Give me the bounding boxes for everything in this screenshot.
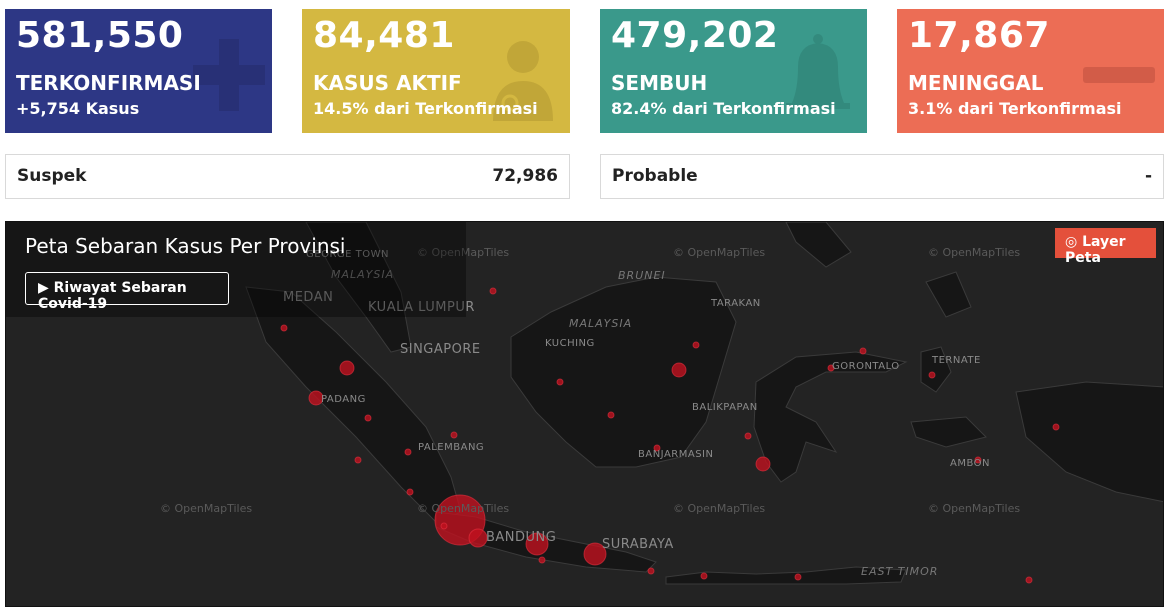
case-marker[interactable] [928, 371, 936, 379]
probable-label: Probable [612, 166, 698, 186]
active-percent: 14.5% dari Terkonfirmasi [313, 99, 538, 118]
case-marker[interactable] [450, 431, 458, 439]
active-label: KASUS AKTIF [313, 71, 462, 95]
city-kuala-lumpur: KUALA LUMPUR [368, 300, 475, 315]
map-attribution: © OpenMapTiles [160, 502, 253, 515]
case-marker[interactable] [404, 448, 412, 456]
map-attribution: © OpenMapTiles [673, 502, 766, 515]
minus-icon [1083, 65, 1155, 89]
province-map[interactable]: GEORGE TOWN MALAYSIA MEDAN KUALA LUMPUR … [5, 221, 1164, 607]
case-marker[interactable] [653, 444, 661, 452]
suspek-value: 72,986 [492, 166, 558, 186]
play-icon: ▶ [38, 280, 49, 296]
map-attribution: © OpenMapTiles [417, 502, 510, 515]
death-count: 17,867 [908, 15, 1050, 56]
case-marker[interactable] [671, 362, 687, 378]
case-marker[interactable] [755, 456, 771, 472]
city-gorontalo: GORONTALO [832, 361, 900, 372]
case-marker[interactable] [354, 456, 362, 464]
case-marker[interactable] [583, 542, 607, 566]
map-attribution: © OpenMapTiles [928, 502, 1021, 515]
map-canvas[interactable] [6, 222, 1164, 607]
map-title: Peta Sebaran Kasus Per Provinsi [25, 234, 346, 258]
case-marker[interactable] [744, 432, 752, 440]
city-kuching: KUCHING [545, 338, 595, 349]
country-malaysia-east: MALAYSIA [569, 317, 633, 330]
city-george-town: GEORGE TOWN [306, 249, 389, 260]
country-east-timor: EAST TIMOR [861, 565, 939, 578]
card-terkonfirmasi: 581,550 TERKONFIRMASI +5,754 Kasus [5, 9, 272, 133]
card-kasus-aktif: 84,481 KASUS AKTIF 14.5% dari Terkonfirm… [302, 9, 570, 133]
layer-button[interactable]: ◎ Layer Peta [1055, 228, 1156, 266]
case-marker[interactable] [406, 488, 414, 496]
case-marker[interactable] [974, 456, 982, 464]
case-marker[interactable] [556, 378, 564, 386]
probable-row: Probable - [600, 154, 1164, 199]
city-tarakan: TARAKAN [711, 298, 761, 309]
city-bandung: BANDUNG [486, 530, 557, 545]
confirmed-label: TERKONFIRMASI [16, 71, 201, 95]
confirmed-count: 581,550 [16, 15, 184, 56]
case-marker[interactable] [525, 532, 549, 556]
case-marker[interactable] [692, 341, 700, 349]
death-label: MENINGGAL [908, 71, 1044, 95]
case-marker[interactable] [468, 528, 488, 548]
case-marker[interactable] [1052, 423, 1060, 431]
case-marker[interactable] [440, 522, 448, 530]
suspek-row: Suspek 72,986 [5, 154, 570, 199]
city-surabaya: SURABAYA [602, 537, 674, 552]
case-marker[interactable] [794, 573, 802, 581]
recovered-count: 479,202 [611, 15, 779, 56]
city-medan: MEDAN [283, 290, 334, 305]
case-marker[interactable] [364, 414, 372, 422]
confirmed-delta: +5,754 Kasus [16, 99, 140, 118]
city-singapore: SINGAPORE [400, 342, 481, 357]
map-header-overlay [6, 222, 466, 317]
case-marker[interactable] [339, 360, 355, 376]
city-ternate: TERNATE [932, 355, 981, 366]
card-meninggal: 17,867 MENINGGAL 3.1% dari Terkonfirmasi [897, 9, 1164, 133]
probable-value: - [1144, 166, 1152, 186]
recovered-percent: 82.4% dari Terkonfirmasi [611, 99, 836, 118]
city-banjarmasin: BANJARMASIN [638, 449, 714, 460]
country-brunei: BRUNEI [618, 269, 666, 282]
recovered-label: SEMBUH [611, 71, 708, 95]
history-button[interactable]: ▶ Riwayat Sebaran Covid-19 [25, 272, 229, 312]
doctor-icon [488, 37, 558, 125]
death-percent: 3.1% dari Terkonfirmasi [908, 99, 1122, 118]
case-marker[interactable] [1025, 576, 1033, 584]
map-attribution: © OpenMapTiles [928, 246, 1021, 259]
case-marker[interactable] [538, 556, 546, 564]
country-malaysia-west: MALAYSIA [331, 268, 395, 281]
layers-icon: ◎ [1065, 234, 1078, 250]
case-marker[interactable] [827, 364, 835, 372]
city-ambon: AMBON [950, 458, 991, 469]
city-palembang: PALEMBANG [418, 442, 485, 453]
map-attribution: © OpenMapTiles [417, 246, 510, 259]
city-balikpapan: BALIKPAPAN [692, 402, 758, 413]
case-marker[interactable] [489, 287, 497, 295]
map-attribution: © OpenMapTiles [673, 246, 766, 259]
case-marker[interactable] [280, 324, 288, 332]
plus-icon [193, 39, 265, 115]
history-button-label: Riwayat Sebaran Covid-19 [38, 280, 187, 312]
case-marker[interactable] [859, 347, 867, 355]
case-marker[interactable] [607, 411, 615, 419]
suspek-label: Suspek [17, 166, 87, 186]
city-padang: PADANG [321, 394, 366, 405]
case-marker[interactable] [308, 390, 324, 406]
bell-icon [778, 31, 858, 119]
card-sembuh: 479,202 SEMBUH 82.4% dari Terkonfirmasi [600, 9, 867, 133]
case-marker[interactable] [700, 572, 708, 580]
layer-button-label: Layer Peta [1065, 234, 1126, 266]
active-count: 84,481 [313, 15, 455, 56]
case-marker[interactable] [647, 567, 655, 575]
